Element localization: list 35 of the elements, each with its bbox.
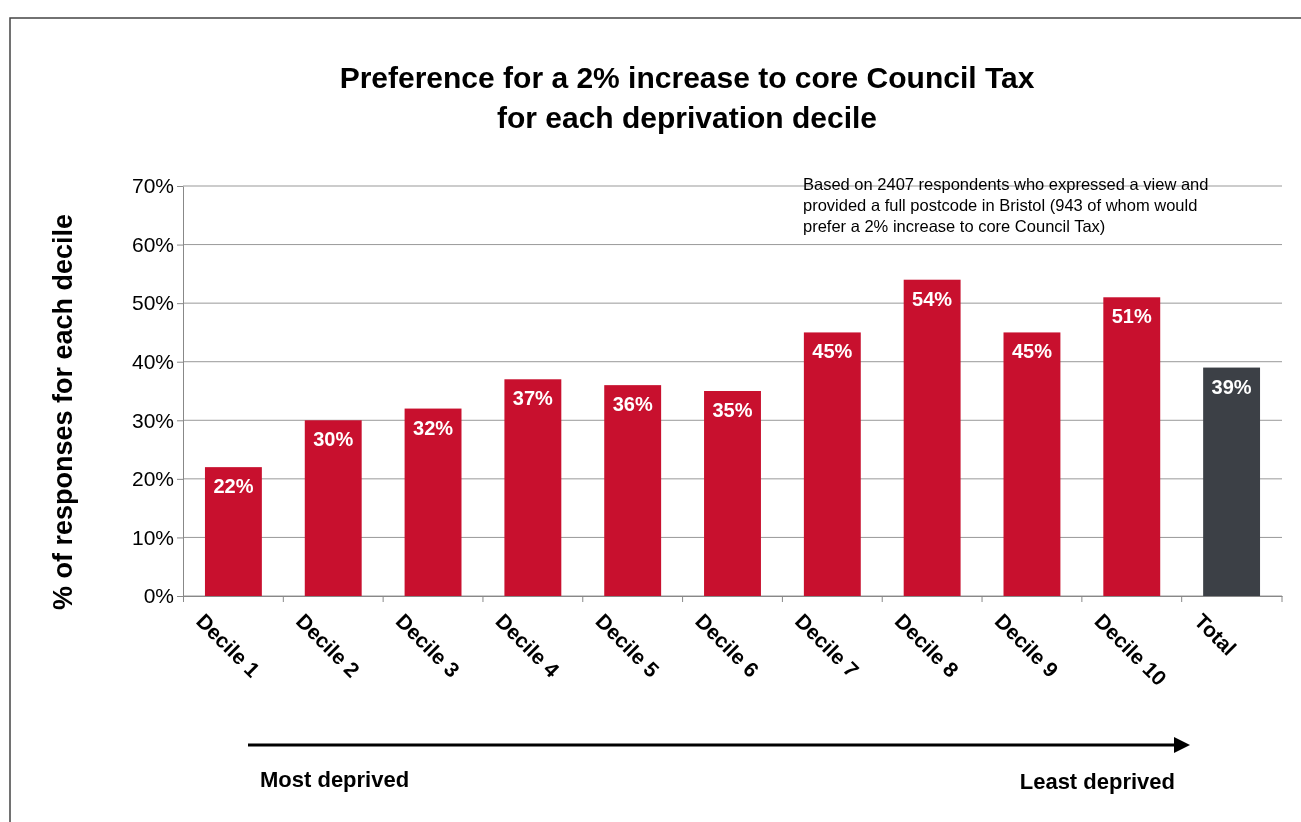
- bar: [803, 332, 861, 596]
- bar: [504, 379, 562, 596]
- y-tick-label: 60%: [131, 232, 174, 256]
- y-tick-label: 10%: [131, 525, 174, 549]
- data-label: 37%: [512, 387, 554, 410]
- bar: [604, 385, 662, 596]
- data-label: 51%: [1111, 305, 1152, 328]
- y-tick-label: 20%: [131, 467, 174, 491]
- annotation: Based on 2407 respondents who expressed a view and provided a full postcode in Bristol (943 of whom would prefer a 2% increase to core Council Tax): [803, 175, 1209, 235]
- bar: [1203, 367, 1261, 596]
- data-label: 36%: [612, 393, 653, 416]
- bar: [304, 420, 362, 596]
- chart-title: Preference for a 2% increase to core Council Tax for each deprivation decile: [339, 61, 1035, 134]
- data-label: 35%: [712, 399, 753, 421]
- bar: [1103, 297, 1161, 596]
- y-tick-label: 0%: [143, 584, 174, 608]
- y-axis-title: % of responses for each decile: [48, 213, 78, 611]
- text: Least deprived: [1019, 769, 1175, 794]
- y-tick-label: 40%: [131, 349, 174, 373]
- y-tick-label: 30%: [131, 408, 174, 432]
- bar: [404, 408, 462, 596]
- data-label: 22%: [213, 475, 254, 498]
- y-tick-label: 50%: [131, 291, 174, 315]
- data-label: 30%: [313, 428, 354, 451]
- bar: [704, 391, 761, 596]
- text: Most deprived: [260, 767, 410, 792]
- data-label: 39%: [1211, 375, 1252, 398]
- data-label: 32%: [413, 416, 454, 439]
- bar: [1003, 332, 1061, 596]
- data-label: 54%: [912, 287, 953, 310]
- bar: [903, 279, 961, 596]
- y-tick-label: 70%: [131, 174, 174, 198]
- data-label: 45%: [812, 340, 853, 363]
- bar: [204, 467, 262, 596]
- data-label: 45%: [1011, 340, 1053, 363]
